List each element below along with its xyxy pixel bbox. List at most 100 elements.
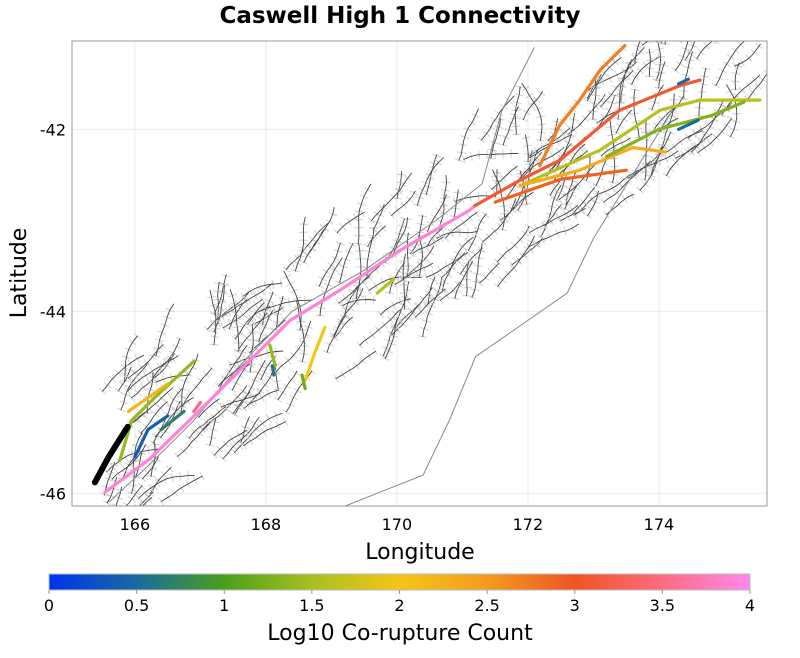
colorbar-tick-label: 1.5 bbox=[299, 596, 324, 615]
fault-trace bbox=[152, 338, 181, 379]
fault-trace bbox=[138, 491, 154, 506]
fault-trace bbox=[463, 153, 519, 161]
fault-trace bbox=[117, 366, 132, 392]
colorbar-tick-label: 0 bbox=[44, 596, 54, 615]
colorbar bbox=[48, 573, 751, 591]
fault-trace bbox=[228, 299, 248, 330]
fault-trace bbox=[213, 284, 225, 333]
fault-trace bbox=[467, 213, 487, 252]
fault-trace bbox=[333, 316, 353, 339]
fault-trace bbox=[586, 57, 622, 102]
fault-trace bbox=[213, 429, 248, 456]
fault-plane-outline bbox=[731, 0, 752, 3]
fault-trace bbox=[634, 41, 641, 63]
x-tick-label: 168 bbox=[251, 515, 282, 534]
fault-trace bbox=[389, 262, 406, 294]
colorbar-tick-label: 3 bbox=[570, 596, 580, 615]
fault-trace bbox=[126, 355, 179, 392]
fault-trace bbox=[416, 157, 445, 206]
fault-plane-outline bbox=[732, 0, 746, 26]
fault-trace bbox=[229, 350, 284, 366]
fault-trace bbox=[391, 217, 409, 257]
fault-trace bbox=[232, 391, 251, 414]
fault-plane-outline bbox=[479, 196, 521, 246]
fault-trace bbox=[409, 214, 424, 255]
fault-trace bbox=[734, 43, 761, 67]
co-rupture-fault bbox=[192, 400, 202, 413]
fault-plane-outline bbox=[694, 66, 711, 117]
fault-trace bbox=[412, 236, 444, 254]
fault-trace bbox=[672, 4, 715, 27]
co-rupture-fault bbox=[268, 343, 277, 368]
fault-trace bbox=[681, 0, 710, 32]
fault-trace bbox=[176, 421, 212, 458]
fault-trace bbox=[622, 150, 679, 181]
co-rupture-fault bbox=[375, 277, 396, 295]
fault-trace bbox=[103, 461, 116, 496]
fault-trace bbox=[690, 98, 725, 153]
colorbar-tick-label: 3.5 bbox=[650, 596, 675, 615]
x-tick-label: 170 bbox=[382, 515, 413, 534]
x-axis-ticks: 166 168 170 172 174 bbox=[120, 515, 675, 534]
fault-trace bbox=[209, 289, 217, 346]
fault-trace bbox=[726, 84, 738, 138]
fault-trace bbox=[217, 345, 248, 393]
fault-trace bbox=[631, 55, 661, 85]
co-rupture-fault bbox=[300, 373, 307, 391]
chart-title: Caswell High 1 Connectivity bbox=[219, 3, 580, 29]
fault-trace bbox=[459, 247, 483, 275]
fault-trace bbox=[734, 62, 740, 90]
fault-trace bbox=[491, 165, 518, 190]
fault-trace bbox=[142, 496, 153, 506]
fault-trace bbox=[140, 401, 168, 434]
fault-plane-outline bbox=[333, 208, 367, 236]
fault-trace bbox=[229, 289, 240, 352]
y-axis-ticks: -42 -44 -46 bbox=[40, 120, 66, 503]
fault-trace bbox=[390, 190, 416, 217]
colored-faults bbox=[91, 43, 762, 494]
fault-trace bbox=[490, 117, 501, 159]
fault-plane-outline bbox=[679, 50, 697, 100]
co-rupture-fault bbox=[118, 359, 196, 463]
fault-trace bbox=[318, 242, 341, 287]
fault-trace bbox=[558, 160, 599, 201]
fault-plane-outline bbox=[335, 241, 358, 284]
grid-lines bbox=[72, 41, 767, 506]
fault-trace bbox=[502, 106, 519, 146]
fault-trace bbox=[127, 344, 164, 379]
fault-trace bbox=[641, 41, 649, 46]
fault-trace bbox=[677, 0, 682, 23]
fault-trace bbox=[335, 350, 377, 379]
x-tick-label: 174 bbox=[644, 515, 675, 534]
x-tick-label: 166 bbox=[120, 515, 151, 534]
co-rupture-fault bbox=[677, 118, 700, 131]
fault-trace bbox=[715, 41, 717, 43]
fault-trace bbox=[124, 335, 138, 382]
fault-trace bbox=[522, 90, 543, 121]
fault-trace bbox=[664, 41, 666, 45]
co-rupture-fault bbox=[133, 414, 170, 459]
fault-trace bbox=[715, 41, 746, 87]
fault-trace bbox=[633, 89, 640, 138]
fault-trace bbox=[549, 143, 586, 196]
fault-trace bbox=[336, 211, 365, 234]
co-rupture-fault bbox=[677, 77, 690, 86]
fault-trace bbox=[572, 187, 596, 215]
fault-trace bbox=[180, 353, 199, 414]
fault-plane-outline bbox=[231, 409, 284, 456]
background-faults bbox=[98, 0, 767, 506]
fault-trace bbox=[275, 320, 312, 373]
colorbar-tick-label: 2 bbox=[394, 596, 404, 615]
fault-trace bbox=[600, 70, 634, 108]
fault-trace bbox=[650, 131, 672, 177]
fault-trace bbox=[111, 444, 147, 480]
fault-trace bbox=[234, 360, 266, 416]
fault-trace bbox=[747, 73, 767, 100]
fault-trace bbox=[521, 83, 543, 141]
fault-trace bbox=[198, 398, 220, 418]
fault-trace bbox=[101, 354, 145, 392]
source-fault bbox=[91, 423, 131, 486]
fault-trace bbox=[285, 222, 329, 271]
fault-trace bbox=[306, 207, 335, 256]
